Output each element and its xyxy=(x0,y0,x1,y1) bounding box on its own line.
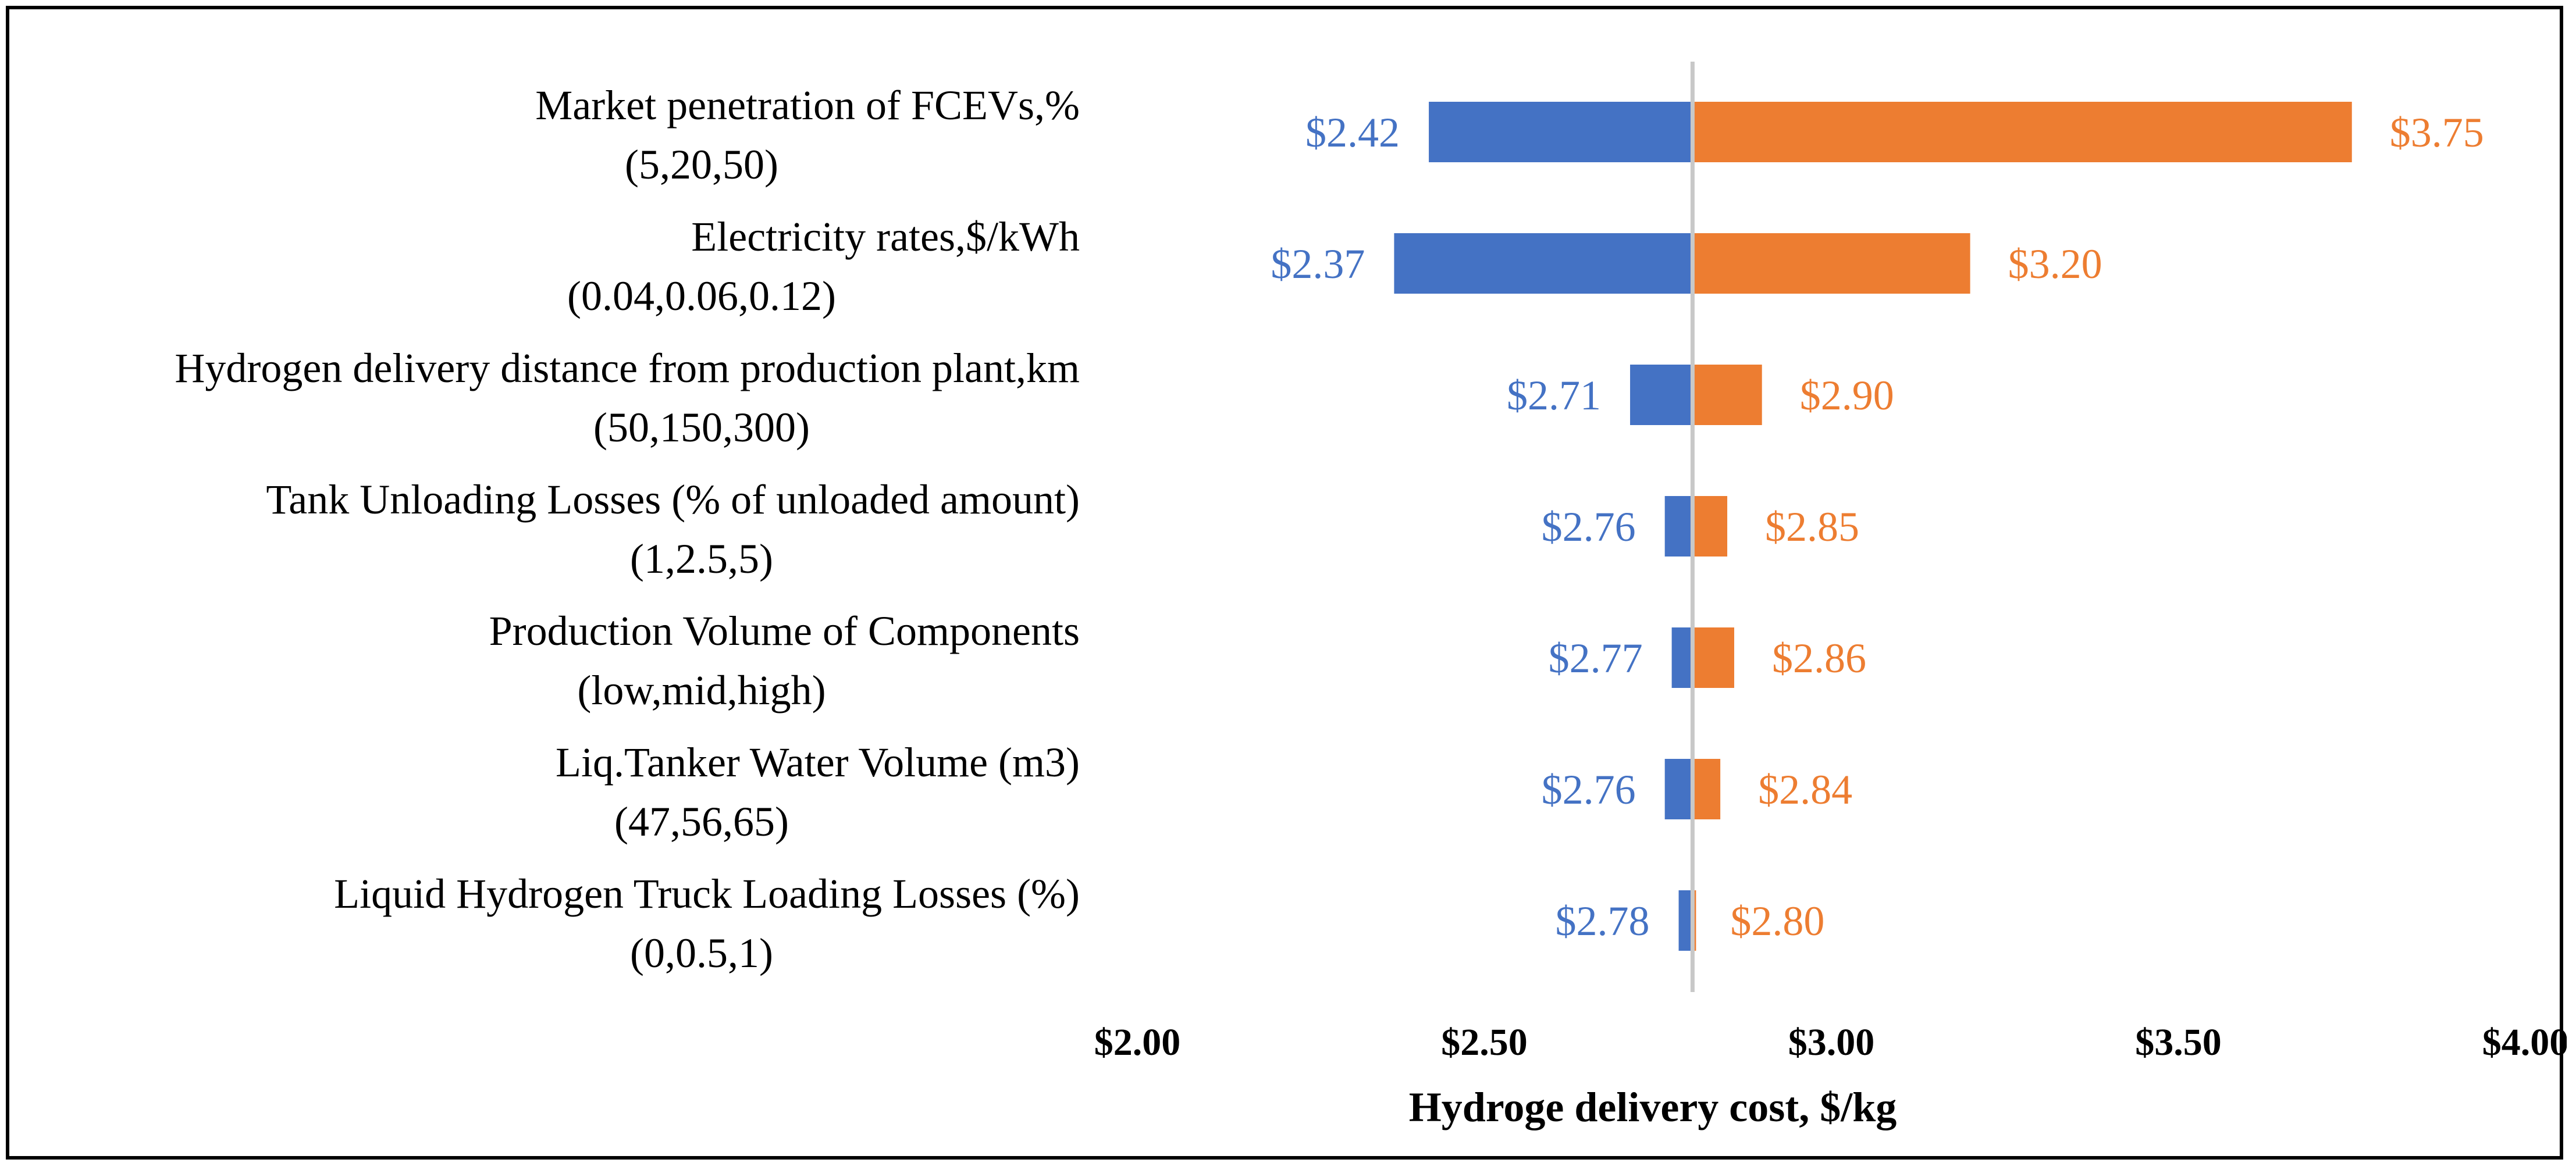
data-label-low: $2.71 xyxy=(1507,372,1601,419)
bar-low xyxy=(1664,759,1693,819)
x-tick-label: $3.50 xyxy=(2135,1021,2222,1064)
data-label-high: $3.20 xyxy=(2008,241,2102,287)
category-label-line2: (0,0.5,1) xyxy=(630,930,773,976)
data-label-low: $2.42 xyxy=(1305,109,1400,156)
bar-high xyxy=(1692,233,1970,294)
category-label-line1: Production Volume of Components xyxy=(489,608,1080,654)
labels-layer: Market penetration of FCEVs,% (5,20,50) $2… xyxy=(175,82,2484,976)
category-label-line2: (5,20,50) xyxy=(625,141,778,188)
bar-low xyxy=(1678,890,1693,951)
x-axis-title: Hydroge delivery cost, $/kg xyxy=(1409,1084,1897,1130)
x-tick-label: $4.00 xyxy=(2482,1021,2567,1064)
data-label-high: $2.84 xyxy=(1758,766,1852,813)
category-label-line2: (1,2.5,5) xyxy=(630,536,773,582)
chart-frame: Market penetration of FCEVs,% (5,20,50) $2… xyxy=(6,6,2567,1160)
bar-low xyxy=(1671,627,1693,688)
bars-layer xyxy=(1394,102,2352,951)
category-label-line1: Tank Unloading Losses (% of unloaded amo… xyxy=(266,476,1080,523)
category-label-line1: Hydrogen delivery distance from producti… xyxy=(175,345,1080,391)
x-tick-label: $3.00 xyxy=(1788,1021,1875,1064)
bar-low xyxy=(1630,365,1693,425)
category-label-line1: Electricity rates,$/kWh xyxy=(691,213,1080,260)
tornado-chart: Market penetration of FCEVs,% (5,20,50) $2… xyxy=(175,62,2567,1130)
category-label-line2: (0.04,0.06,0.12) xyxy=(567,273,836,319)
bar-high xyxy=(1692,496,1728,557)
data-label-high: $2.86 xyxy=(1772,635,1866,682)
category-label-line1: Market penetration of FCEVs,% xyxy=(535,82,1080,129)
category-label-line1: Liquid Hydrogen Truck Loading Losses (%) xyxy=(334,871,1080,917)
category-label-line2: (low,mid,high) xyxy=(577,667,826,714)
bar-high xyxy=(1692,365,1762,425)
x-tick-label: $2.00 xyxy=(1094,1021,1181,1064)
data-label-high: $2.85 xyxy=(1765,504,1859,550)
category-label-line1: Liq.Tanker Water Volume (m3) xyxy=(556,739,1080,786)
bar-high xyxy=(1692,102,2352,162)
bar-low xyxy=(1664,496,1693,557)
data-label-low: $2.37 xyxy=(1271,241,1365,287)
data-label-low: $2.77 xyxy=(1549,635,1643,682)
bar-low xyxy=(1394,233,1693,294)
bar-low xyxy=(1429,102,1693,162)
data-label-low: $2.76 xyxy=(1542,766,1636,813)
bar-high xyxy=(1692,627,1734,688)
x-tick-label: $2.50 xyxy=(1441,1021,1528,1064)
data-label-high: $3.75 xyxy=(2390,109,2484,156)
bar-high xyxy=(1692,759,1721,819)
data-label-low: $2.76 xyxy=(1542,504,1636,550)
category-label-line2: (50,150,300) xyxy=(593,404,810,451)
data-label-high: $2.80 xyxy=(1730,898,1824,944)
category-label-line2: (47,56,65) xyxy=(614,798,789,845)
data-label-high: $2.90 xyxy=(1800,372,1894,419)
data-label-low: $2.78 xyxy=(1556,898,1650,944)
x-axis-ticks: $2.00 $2.50 $3.00 $3.50 $4.00 xyxy=(1094,1021,2567,1064)
